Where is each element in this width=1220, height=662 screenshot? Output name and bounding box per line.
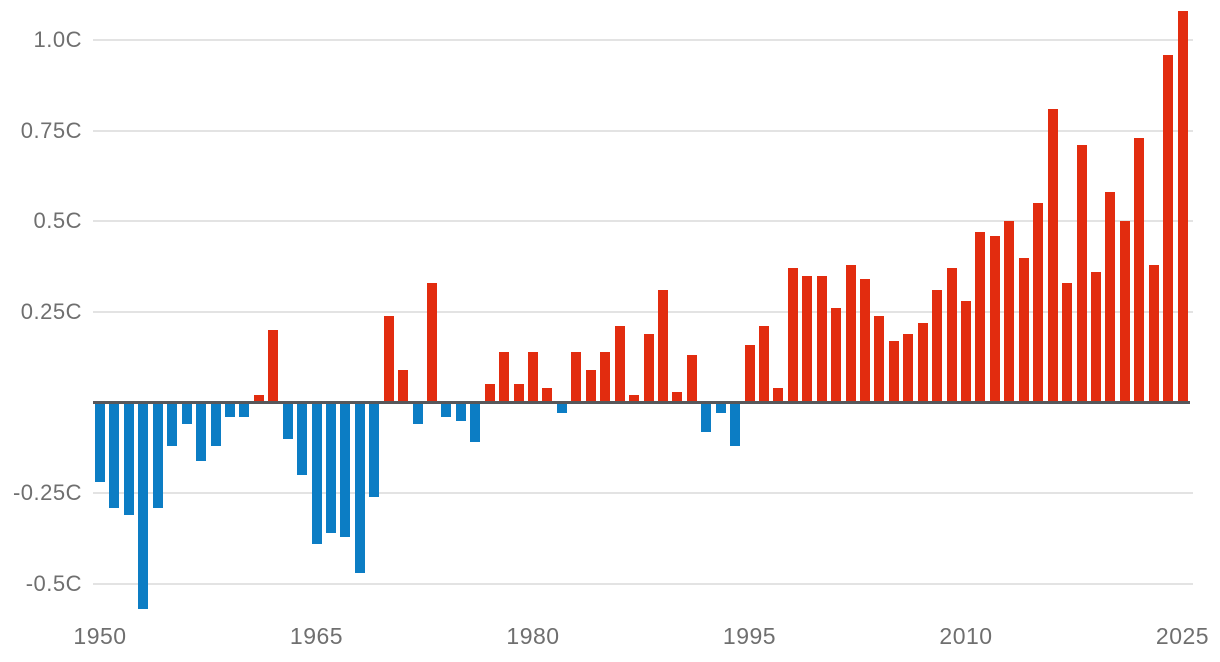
bar-1961 — [253, 395, 264, 403]
y-tick-label: 0.75C — [20, 117, 82, 143]
bar-1962 — [268, 330, 279, 403]
bar-1971 — [398, 369, 409, 403]
bar-1986 — [614, 326, 625, 403]
bar-1972 — [412, 402, 423, 425]
x-tick-label: 1980 — [506, 623, 560, 649]
bar-1976 — [470, 402, 481, 443]
x-tick-label: 2010 — [939, 623, 993, 649]
gridline — [93, 129, 1193, 132]
bar-2007 — [917, 322, 928, 403]
bar-1978 — [499, 351, 510, 403]
x-tick-label: 1950 — [73, 623, 127, 649]
bar-1982 — [556, 402, 567, 414]
bar-1987 — [629, 395, 639, 403]
gridline — [93, 39, 1193, 42]
bar-1992 — [701, 402, 712, 432]
bar-1950 — [95, 402, 105, 483]
y-tick-label: 1.0C — [33, 27, 82, 53]
bar-2013 — [1004, 221, 1015, 403]
bar-2002 — [845, 264, 856, 403]
bar-1983 — [571, 351, 582, 403]
gridline — [93, 220, 1193, 223]
bar-1996 — [758, 326, 769, 403]
bar-1973 — [427, 282, 437, 403]
bar-2003 — [860, 279, 870, 403]
bar-1959 — [224, 402, 235, 417]
y-tick-label: 0.5C — [33, 208, 82, 234]
bar-2021 — [1119, 221, 1130, 403]
bar-1957 — [196, 402, 206, 461]
bar-1988 — [643, 333, 654, 403]
bar-2018 — [1076, 145, 1087, 403]
bar-1966 — [325, 402, 336, 533]
bar-1956 — [181, 402, 192, 425]
bar-2017 — [1062, 282, 1072, 403]
bar-1995 — [744, 344, 755, 403]
bar-1980 — [528, 351, 538, 403]
zero-baseline — [93, 401, 1190, 404]
bar-2005 — [888, 340, 899, 403]
bar-2010 — [961, 301, 971, 403]
bar-1975 — [455, 402, 466, 421]
bar-2008 — [932, 290, 943, 403]
y-tick-label: -0.25C — [12, 480, 82, 506]
bar-1969 — [369, 402, 380, 497]
bar-1977 — [484, 384, 495, 403]
bar-1979 — [513, 384, 524, 403]
bar-2004 — [874, 315, 885, 403]
x-tick-label: 1995 — [722, 623, 777, 649]
bar-2000 — [816, 275, 827, 403]
bar-2014 — [1018, 257, 1029, 403]
bar-2006 — [903, 333, 914, 403]
bar-1965 — [311, 402, 322, 544]
bar-1981 — [542, 388, 553, 403]
bar-1984 — [585, 369, 596, 403]
bar-2023 — [1148, 264, 1159, 403]
bar-1960 — [239, 402, 250, 417]
bar-1994 — [730, 402, 741, 446]
bar-2016 — [1047, 109, 1058, 403]
bar-2011 — [975, 232, 986, 403]
bar-1958 — [210, 402, 221, 446]
bar-1989 — [657, 290, 668, 403]
bar-2022 — [1134, 137, 1145, 403]
bar-2019 — [1090, 272, 1101, 403]
gridline — [93, 582, 1193, 585]
bar-1951 — [109, 402, 120, 508]
gridline — [93, 310, 1193, 313]
x-tick-label: 2025 — [1155, 623, 1210, 649]
bar-2020 — [1105, 192, 1116, 403]
bar-1954 — [152, 402, 163, 508]
bar-1998 — [787, 268, 798, 403]
bar-1997 — [773, 388, 784, 403]
bar-1990 — [672, 391, 683, 403]
bar-1985 — [600, 351, 611, 403]
bar-2015 — [1033, 203, 1044, 403]
y-tick-label: 0.25C — [20, 298, 82, 324]
bar-1999 — [802, 275, 813, 403]
bar-1963 — [282, 402, 293, 439]
bar-2012 — [989, 235, 1000, 403]
bar-1991 — [686, 355, 697, 403]
bar-2009 — [946, 268, 957, 403]
bar-1953 — [138, 402, 149, 610]
bar-1968 — [354, 402, 365, 573]
bar-1993 — [715, 402, 726, 414]
gridline — [93, 492, 1193, 495]
bar-1964 — [297, 402, 308, 475]
bar-1974 — [441, 402, 452, 417]
bar-2024 — [1163, 54, 1174, 403]
bar-2001 — [831, 308, 842, 403]
bar-1970 — [383, 315, 394, 403]
bar-1967 — [340, 402, 351, 537]
bar-1952 — [123, 402, 134, 515]
bar-2025 — [1177, 11, 1188, 403]
y-tick-label: -0.5C — [25, 570, 82, 596]
x-tick-label: 1965 — [289, 623, 344, 649]
bar-1955 — [167, 402, 178, 446]
